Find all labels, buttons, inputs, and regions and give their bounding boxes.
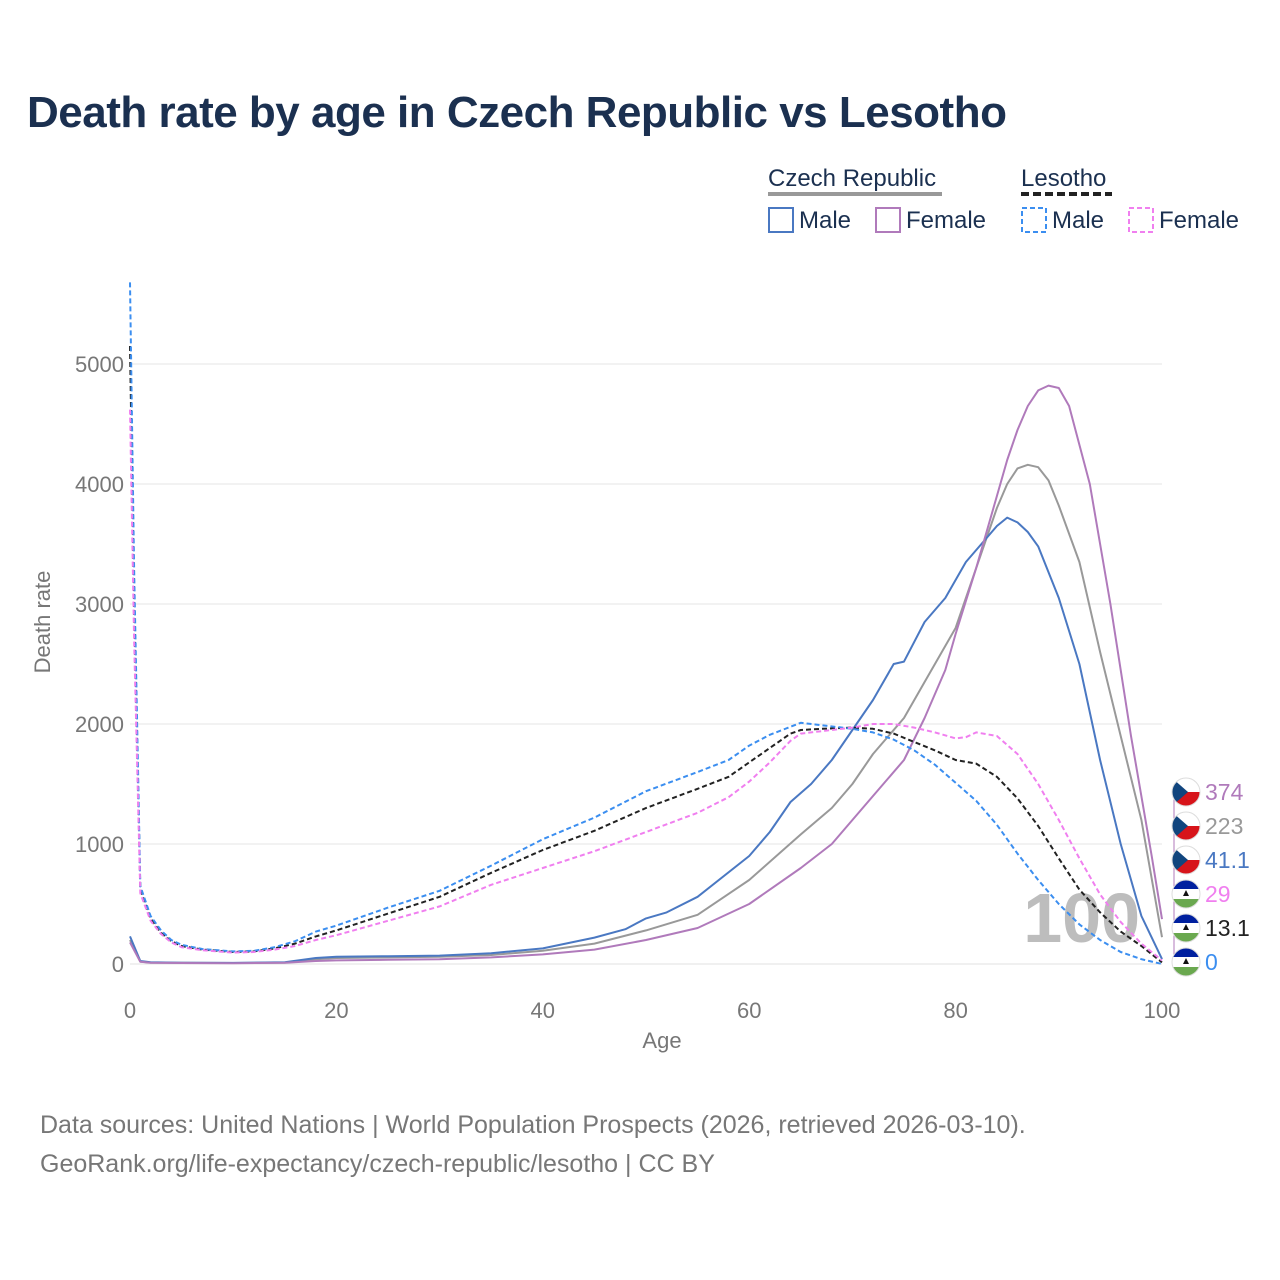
flag-green-band (1172, 967, 1200, 976)
age-watermark: 100 (1023, 879, 1140, 957)
flag-blue-triangle (1172, 778, 1188, 806)
lesotho-flag-icon (1171, 879, 1201, 909)
flag-border (1171, 879, 1201, 909)
series-line-lesotho-female (129, 409, 1163, 962)
flag-border (1171, 947, 1201, 977)
legend-entry-label: Male (799, 207, 851, 234)
legend-swatch-male (768, 207, 794, 233)
flag-hat (1183, 890, 1189, 896)
series-line-lesotho-total- (129, 345, 1163, 964)
legend-swatch-male (1021, 207, 1047, 233)
flag-blue-triangle (1172, 812, 1188, 840)
czech-republic-flag-icon (1171, 811, 1201, 841)
flag-blue-triangle (1172, 846, 1188, 874)
legend-entry-label: Female (906, 207, 986, 234)
x-tick-label-80: 80 (943, 998, 967, 1023)
y-tick-label-3000: 3000 (75, 592, 124, 617)
footer-sources: Data sources: United Nations | World Pop… (40, 1111, 1026, 1139)
legend-group-title: Lesotho (1021, 165, 1106, 192)
series-line-czech-republic-total- (129, 463, 1163, 964)
y-tick-label-2000: 2000 (75, 712, 124, 737)
y-tick-label-4000: 4000 (75, 472, 124, 497)
legend-entry-label: Male (1052, 207, 1104, 234)
flag-border (1171, 845, 1201, 875)
flag-green-band (1172, 933, 1200, 942)
flag-hat (1183, 958, 1189, 964)
x-axis-title: Age (642, 1028, 681, 1053)
flag-blue-band (1172, 948, 1200, 957)
end-label-value: 374 (1205, 779, 1244, 805)
flag-border (1171, 777, 1201, 807)
end-label-value: 0 (1205, 949, 1218, 975)
x-tick-label-60: 60 (737, 998, 761, 1023)
flag-fill (1172, 880, 1200, 908)
chart-title: Death rate by age in Czech Republic vs L… (27, 88, 1007, 137)
flag-fill (1172, 812, 1200, 840)
flag-hat (1183, 924, 1189, 930)
end-label-value: 13.1 (1205, 915, 1250, 941)
flag-fill (1172, 778, 1200, 806)
x-tick-label-20: 20 (324, 998, 348, 1023)
end-label-value: 223 (1205, 813, 1243, 839)
legend-swatch-female (875, 207, 901, 233)
flag-blue-band (1172, 880, 1200, 889)
y-tick-label-5000: 5000 (75, 352, 124, 377)
legend-entry-label: Female (1159, 207, 1239, 234)
czech-republic-flag-icon (1171, 777, 1201, 807)
series-line-lesotho-male (129, 282, 1163, 965)
legend-group-title: Czech Republic (768, 165, 936, 192)
y-tick-label-1000: 1000 (75, 832, 124, 857)
flag-border (1171, 811, 1201, 841)
flag-fill (1172, 948, 1200, 976)
series-line-czech-republic-male (129, 516, 1163, 964)
flag-green-band (1172, 899, 1200, 908)
czech-republic-flag-icon (1171, 845, 1201, 875)
lesotho-flag-icon (1171, 913, 1201, 943)
flag-fill (1172, 846, 1200, 874)
x-tick-label-0: 0 (124, 998, 136, 1023)
footer: Data sources: United Nations | World Pop… (40, 1106, 1026, 1184)
flag-border (1171, 913, 1201, 943)
end-label-value: 29 (1205, 881, 1231, 907)
end-label-value: 41.1 (1205, 847, 1250, 873)
flag-fill (1172, 914, 1200, 942)
x-tick-label-100: 100 (1144, 998, 1181, 1023)
y-tick-label-0: 0 (112, 952, 124, 977)
flag-blue-band (1172, 914, 1200, 923)
footer-credit: GeoRank.org/life-expectancy/czech-republ… (40, 1150, 715, 1178)
x-tick-label-40: 40 (531, 998, 555, 1023)
y-axis-title: Death rate (30, 571, 55, 674)
lesotho-flag-icon (1171, 947, 1201, 977)
series-line-czech-republic-female (129, 384, 1163, 965)
legend-swatch-female (1128, 207, 1154, 233)
